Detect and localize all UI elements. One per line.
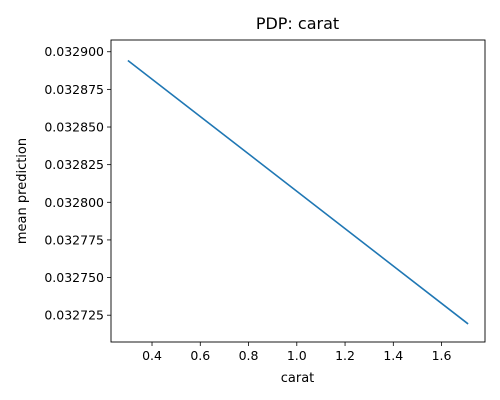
x-tick-label: 1.2: [335, 348, 355, 363]
x-tick-label: 1.4: [383, 348, 403, 363]
y-tick-label: 0.032825: [44, 157, 104, 172]
plot-area: 0.4 0.6 0.8 1.0 1.2 1.4 1.6 0.032725 0.032750 0.0…: [44, 44, 469, 363]
y-tick-label: 0.032750: [44, 270, 104, 285]
x-tick-label: 1.0: [287, 348, 307, 363]
series-line: [127, 59, 469, 325]
y-tick-label: 0.032850: [44, 120, 104, 135]
x-tick-label: 0.4: [142, 348, 162, 363]
x-tick-label: 0.8: [239, 348, 259, 363]
y-tick-label: 0.032775: [44, 232, 104, 247]
y-tick-label: 0.032725: [44, 308, 104, 323]
y-tick-label: 0.032800: [44, 195, 104, 210]
y-axis-label: mean prediction: [15, 138, 30, 244]
plot-frame: [110, 39, 486, 343]
x-tick-label: 0.6: [190, 348, 210, 363]
x-axis-label: carat: [281, 371, 315, 386]
y-tick-label: 0.032900: [44, 44, 104, 59]
x-tick-label: 1.6: [432, 348, 452, 363]
y-tick-label: 0.032875: [44, 82, 104, 97]
chart-title: PDP: carat: [256, 14, 339, 33]
